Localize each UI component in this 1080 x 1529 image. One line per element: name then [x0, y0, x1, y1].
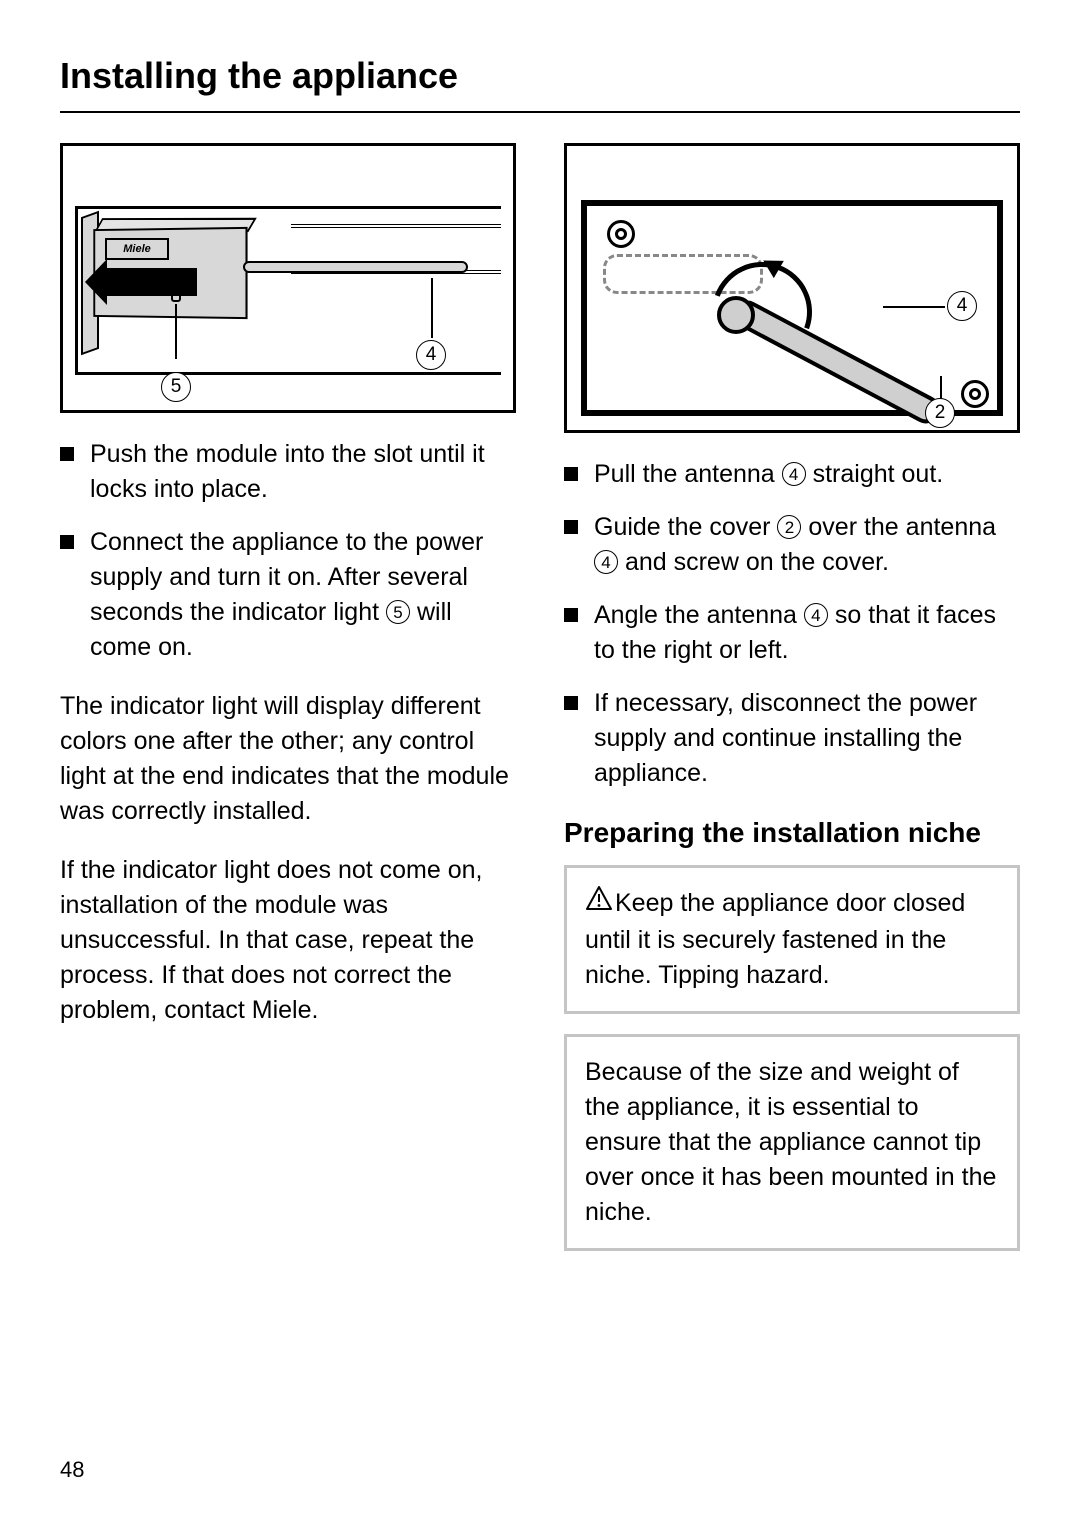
bullet-item: If necessary, disconnect the power suppl… — [564, 686, 1020, 791]
ref-4: 4 — [782, 462, 806, 486]
bullet-item: Guide the cover 2 over the antenna 4 and… — [564, 510, 1020, 580]
paragraph: The indicator light will display differe… — [60, 689, 516, 829]
bullet-item: Connect the appliance to the power suppl… — [60, 525, 516, 665]
left-bullet-list: Push the module into the slot until it l… — [60, 437, 516, 665]
warning-notice: Keep the appliance door closed until it … — [564, 865, 1020, 1013]
right-column: 4 2 Pull the antenna 4 straight out. Gui… — [564, 143, 1020, 1271]
figure-antenna: 4 2 — [564, 143, 1020, 433]
warning-icon — [585, 885, 613, 921]
ref-2: 2 — [777, 515, 801, 539]
callout-5: 5 — [161, 372, 191, 402]
title-rule — [60, 111, 1020, 113]
callout-4: 4 — [947, 291, 977, 321]
right-bullet-list: Pull the antenna 4 straight out. Guide t… — [564, 457, 1020, 791]
callout-4: 4 — [416, 340, 446, 370]
brand-logo: Miele — [105, 238, 169, 260]
figure-module-insertion: Miele 4 5 — [60, 143, 516, 413]
bullet-item: Pull the antenna 4 straight out. — [564, 457, 1020, 492]
content-columns: Miele 4 5 Push the module into the slot … — [60, 143, 1020, 1271]
left-column: Miele 4 5 Push the module into the slot … — [60, 143, 516, 1271]
paragraph: If the indicator light does not come on,… — [60, 853, 516, 1028]
screw-hole-icon — [961, 380, 989, 408]
ref-5: 5 — [386, 600, 410, 624]
screw-hole-icon — [607, 220, 635, 248]
page-title: Installing the appliance — [60, 55, 1020, 97]
info-notice: Because of the size and weight of the ap… — [564, 1034, 1020, 1251]
antenna-base — [717, 296, 755, 334]
bullet-item: Angle the antenna 4 so that it faces to … — [564, 598, 1020, 668]
subheading-preparing-niche: Preparing the installation niche — [564, 815, 1020, 851]
page-number: 48 — [60, 1457, 84, 1483]
insert-arrow-icon — [107, 268, 197, 296]
ref-4: 4 — [804, 603, 828, 627]
callout-2: 2 — [925, 398, 955, 428]
ref-4: 4 — [594, 550, 618, 574]
bullet-item: Push the module into the slot until it l… — [60, 437, 516, 507]
